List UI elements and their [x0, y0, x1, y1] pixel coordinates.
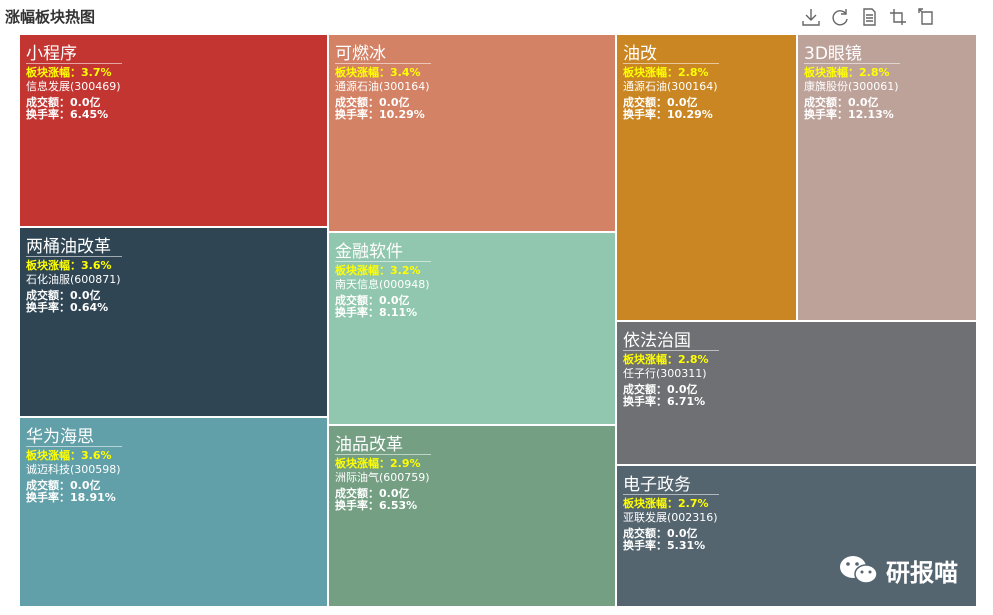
tile-leading-stock: 信息发展(300469) [26, 80, 121, 93]
zoom-icon[interactable] [887, 6, 909, 28]
tile-turnover-rate: 换手率：0.64% [26, 301, 109, 314]
treemap-tile[interactable]: 依法治国板块涨幅：2.8% 任子行(300311) 成交额：0.0亿 换手率：6.71… [616, 321, 977, 465]
tile-turnover-rate: 换手率：18.91% [26, 491, 116, 504]
tile-turnover-rate: 换手率：12.13% [804, 108, 894, 121]
tile-sector-name: 3D眼镜 [804, 44, 862, 64]
tile-turnover-rate: 换手率：6.45% [26, 108, 109, 121]
tile-sector-name: 金融软件 [335, 242, 403, 262]
tile-change: 板块涨幅：2.9% [335, 457, 421, 470]
tile-turnover-amount: 成交额：0.0亿 [335, 487, 410, 500]
tile-divider [335, 454, 431, 455]
treemap-tile[interactable]: 小程序板块涨幅：3.7% 信息发展(300469) 成交额：0.0亿 换手率：6.45… [19, 34, 328, 227]
treemap-tile[interactable]: 两桶油改革板块涨幅：3.6% 石化油服(600871) 成交额：0.0亿 换手率：0.… [19, 227, 328, 417]
tile-turnover-amount: 成交额：0.0亿 [26, 96, 101, 109]
tile-leading-stock: 康旗股份(300061) [804, 80, 899, 93]
tile-sector-name: 小程序 [26, 44, 77, 64]
tile-leading-stock: 诚迈科技(300598) [26, 463, 121, 476]
tile-turnover-rate: 换手率：6.53% [335, 499, 418, 512]
tile-leading-stock: 通源石油(300164) [623, 80, 718, 93]
tile-change: 板块涨幅：2.8% [623, 66, 709, 79]
tile-leading-stock: 任子行(300311) [623, 367, 707, 380]
tile-turnover-amount: 成交额：0.0亿 [804, 96, 879, 109]
tile-sector-name: 油品改革 [335, 435, 403, 455]
tile-divider [335, 63, 431, 64]
tile-change: 板块涨幅：2.8% [804, 66, 890, 79]
wechat-watermark: 研报喵 [838, 552, 958, 588]
tile-change: 板块涨幅：3.2% [335, 264, 421, 277]
watermark-text: 研报喵 [886, 558, 958, 587]
treemap-tile[interactable]: 电子政务板块涨幅：2.7% 亚联发展(002316) 成交额：0.0亿 换手率：5.3… [616, 465, 977, 607]
tile-change: 板块涨幅：3.6% [26, 449, 112, 462]
tile-change: 板块涨幅：3.6% [26, 259, 112, 272]
tile-turnover-rate: 换手率：5.31% [623, 539, 706, 552]
tile-change: 板块涨幅：3.4% [335, 66, 421, 79]
tile-divider [26, 256, 122, 257]
tile-turnover-rate: 换手率：10.29% [335, 108, 425, 121]
tile-info: 板块涨幅：3.2% 南天信息(000948) 成交额：0.0亿 换手率：8.11% [335, 265, 430, 319]
tile-divider [26, 63, 122, 64]
tile-info: 板块涨幅：3.7% 信息发展(300469) 成交额：0.0亿 换手率：6.45% [26, 67, 121, 121]
tile-info: 板块涨幅：2.8% 通源石油(300164) 成交额：0.0亿 换手率：10.29% [623, 67, 718, 121]
chart-title: 涨幅板块热图 [5, 8, 96, 26]
treemap-tile[interactable]: 油品改革板块涨幅：2.9% 洲际油气(600759) 成交额：0.0亿 换手率：6.5… [328, 425, 616, 607]
chart-toolbox [800, 6, 950, 28]
tile-info: 板块涨幅：3.4% 通源石油(300164) 成交额：0.0亿 换手率：10.29% [335, 67, 430, 121]
wechat-icon [840, 556, 878, 584]
treemap-tile[interactable]: 可燃冰板块涨幅：3.4% 通源石油(300164) 成交额：0.0亿 换手率：10.2… [328, 34, 616, 232]
tile-info: 板块涨幅：3.6% 诚迈科技(300598) 成交额：0.0亿 换手率：18.91% [26, 450, 121, 504]
tile-info: 板块涨幅：2.9% 洲际油气(600759) 成交额：0.0亿 换手率：6.53% [335, 458, 430, 512]
treemap-tile[interactable]: 3D眼镜板块涨幅：2.8% 康旗股份(300061) 成交额：0.0亿 换手率：12.… [797, 34, 977, 321]
tile-leading-stock: 亚联发展(002316) [623, 511, 718, 524]
tile-change: 板块涨幅：2.7% [623, 497, 709, 510]
tile-leading-stock: 南天信息(000948) [335, 278, 430, 291]
tile-sector-name: 电子政务 [623, 475, 691, 495]
tile-turnover-amount: 成交额：0.0亿 [623, 96, 698, 109]
tile-turnover-amount: 成交额：0.0亿 [623, 383, 698, 396]
data-view-icon[interactable] [858, 6, 880, 28]
tile-sector-name: 油改 [623, 44, 657, 64]
tile-turnover-rate: 换手率：8.11% [335, 306, 418, 319]
tile-leading-stock: 通源石油(300164) [335, 80, 430, 93]
tile-sector-name: 依法治国 [623, 331, 691, 351]
tile-change: 板块涨幅：2.8% [623, 353, 709, 366]
tile-info: 板块涨幅：2.7% 亚联发展(002316) 成交额：0.0亿 换手率：5.31% [623, 498, 718, 552]
tile-turnover-amount: 成交额：0.0亿 [26, 479, 101, 492]
tile-turnover-amount: 成交额：0.0亿 [335, 96, 410, 109]
tile-divider [623, 494, 719, 495]
treemap-tile[interactable]: 华为海思板块涨幅：3.6% 诚迈科技(300598) 成交额：0.0亿 换手率：18.… [19, 417, 328, 607]
tile-divider [804, 63, 900, 64]
treemap-tile[interactable]: 金融软件板块涨幅：3.2% 南天信息(000948) 成交额：0.0亿 换手率：8.1… [328, 232, 616, 425]
tile-sector-name: 可燃冰 [335, 44, 386, 64]
tile-info: 板块涨幅：3.6% 石化油服(600871) 成交额：0.0亿 换手率：0.64% [26, 260, 121, 314]
tile-turnover-rate: 换手率：6.71% [623, 395, 706, 408]
download-icon[interactable] [800, 6, 822, 28]
tile-sector-name: 华为海思 [26, 427, 94, 447]
zoom-reset-icon[interactable] [916, 6, 938, 28]
tile-info: 板块涨幅：2.8% 康旗股份(300061) 成交额：0.0亿 换手率：12.13% [804, 67, 899, 121]
tile-divider [26, 446, 122, 447]
treemap-tile[interactable]: 油改板块涨幅：2.8% 通源石油(300164) 成交额：0.0亿 换手率：10.29… [616, 34, 797, 321]
tile-divider [335, 261, 431, 262]
tile-sector-name: 两桶油改革 [26, 237, 111, 257]
tile-leading-stock: 洲际油气(600759) [335, 471, 430, 484]
tile-turnover-amount: 成交额：0.0亿 [26, 289, 101, 302]
tile-info: 板块涨幅：2.8% 任子行(300311) 成交额：0.0亿 换手率：6.71% [623, 354, 709, 408]
tile-turnover-rate: 换手率：10.29% [623, 108, 713, 121]
tile-divider [623, 350, 719, 351]
tile-turnover-amount: 成交额：0.0亿 [335, 294, 410, 307]
tile-change: 板块涨幅：3.7% [26, 66, 112, 79]
tile-leading-stock: 石化油服(600871) [26, 273, 121, 286]
tile-turnover-amount: 成交额：0.0亿 [623, 527, 698, 540]
tile-divider [623, 63, 719, 64]
refresh-icon[interactable] [829, 6, 851, 28]
